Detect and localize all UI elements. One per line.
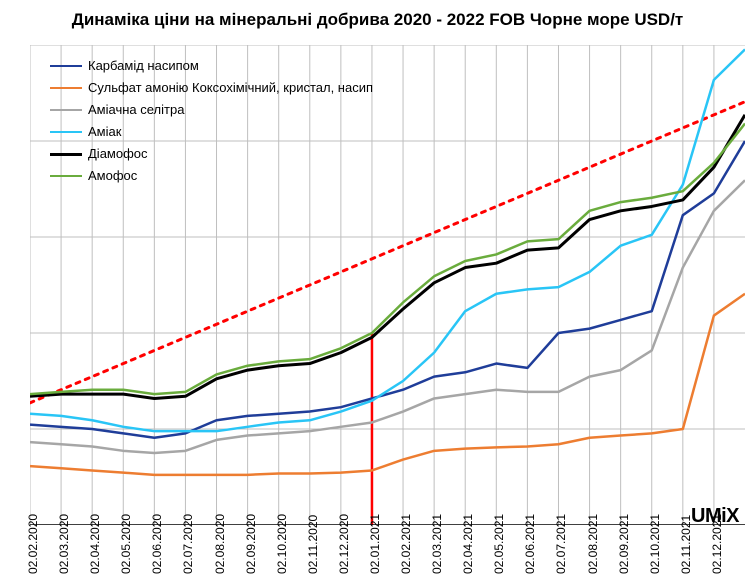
legend-item: Аміачна селітра: [50, 99, 373, 121]
legend-label: Діамофос: [88, 143, 148, 165]
x-tick-label: 02.04.2021: [461, 514, 475, 574]
x-tick-label: 02.05.2021: [492, 514, 506, 574]
x-tick-label: 02.10.2020: [275, 514, 289, 574]
x-tick-label: 02.07.2020: [181, 514, 195, 574]
legend-label: Аміак: [88, 121, 121, 143]
x-axis-labels: 02.02.202002.03.202002.04.202002.05.2020…: [30, 530, 745, 576]
x-tick-label: 02.03.2021: [430, 514, 444, 574]
x-tick-label: 02.08.2020: [213, 514, 227, 574]
x-tick-label: 02.09.2021: [617, 514, 631, 574]
x-tick-label: 02.08.2021: [586, 514, 600, 574]
legend-item: Амофос: [50, 165, 373, 187]
legend-item: Сульфат амонію Коксохімічний, кристал, н…: [50, 77, 373, 99]
x-tick-label: 02.03.2020: [57, 514, 71, 574]
x-tick-label: 02.10.2021: [648, 514, 662, 574]
legend-label: Амофос: [88, 165, 137, 187]
x-tick-label: 02.01.2021: [368, 514, 382, 574]
legend: Карбамід насипомСульфат амонію Коксохімі…: [50, 55, 373, 187]
x-tick-label: 02.04.2020: [88, 514, 102, 574]
legend-label: Сульфат амонію Коксохімічний, кристал, н…: [88, 77, 373, 99]
legend-swatch: [50, 131, 82, 134]
legend-item: Карбамід насипом: [50, 55, 373, 77]
legend-label: Карбамід насипом: [88, 55, 199, 77]
legend-swatch: [50, 87, 82, 90]
x-tick-label: 02.09.2020: [244, 514, 258, 574]
x-tick-label: 02.07.2021: [554, 514, 568, 574]
x-tick-label: 02.06.2020: [150, 514, 164, 574]
legend-item: Діамофос: [50, 143, 373, 165]
legend-swatch: [50, 175, 82, 178]
legend-swatch: [50, 109, 82, 112]
legend-item: Аміак: [50, 121, 373, 143]
legend-swatch: [50, 153, 82, 156]
x-tick-label: 02.06.2021: [523, 514, 537, 574]
x-tick-label: 02.02.2020: [26, 514, 40, 574]
x-tick-label: 02.02.2021: [399, 514, 413, 574]
legend-label: Аміачна селітра: [88, 99, 184, 121]
chart-container: Динаміка ціни на мінеральні добрива 2020…: [0, 0, 755, 576]
x-tick-label: 02.05.2020: [119, 514, 133, 574]
x-tick-label: 02.12.2020: [337, 514, 351, 574]
legend-swatch: [50, 65, 82, 68]
x-tick-label: 02.11.2020: [306, 515, 320, 574]
chart-title: Динаміка ціни на мінеральні добрива 2020…: [0, 10, 755, 30]
logo-text: UMіХ: [691, 505, 739, 528]
